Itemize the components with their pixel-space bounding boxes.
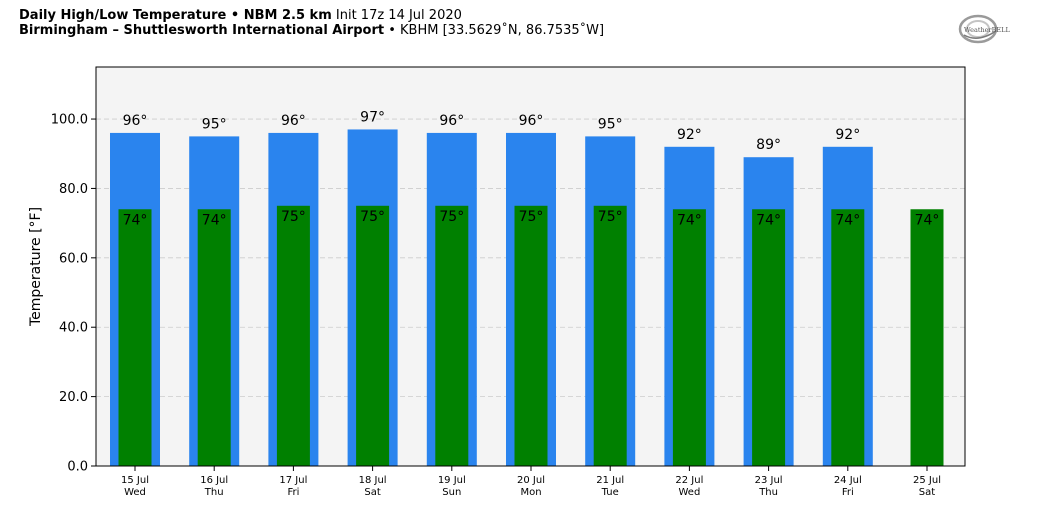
y-axis-label: Temperature [°F] [28,207,44,327]
high-temp-label: 96° [281,113,306,129]
low-temp-label: 75° [360,209,385,225]
y-tick-label: 40.0 [59,321,88,336]
x-tick-label-date: 23 Jul [755,475,783,486]
high-temp-label: 89° [756,137,781,153]
low-temp-bar [118,209,152,466]
x-tick-label-weekday: Tue [601,487,619,498]
chart-title: Daily High/Low Temperature • NBM 2.5 km … [19,8,604,38]
x-tick-label-weekday: Wed [124,487,146,498]
high-temp-label: 92° [677,127,702,143]
low-temp-label: 74° [202,212,227,228]
x-tick-label-date: 24 Jul [834,475,862,486]
low-temp-bar [752,209,786,466]
x-tick-label-weekday: Fri [287,487,299,498]
low-temp-label: 74° [756,212,781,228]
high-temp-label: 97° [360,109,385,125]
x-tick-label-date: 17 Jul [279,475,307,486]
title-station-name: Birmingham – Shuttlesworth International… [19,23,385,38]
low-temp-bar [831,209,865,466]
y-tick-label: 80.0 [59,182,88,197]
bars [110,129,944,467]
low-temp-bar [276,205,310,467]
y-tick-label: 100.0 [51,113,88,128]
high-temp-label: 95° [202,116,227,132]
low-temp-bar [197,209,231,466]
low-temp-bar [514,205,548,467]
y-tick-label: 0.0 [67,460,88,475]
title-init-time: Init 17z 14 Jul 2020 [335,8,462,23]
title-product: Daily High/Low Temperature • NBM 2.5 km [19,8,332,23]
low-temp-bar [356,205,390,467]
low-temp-label: 75° [519,209,544,225]
low-temp-label: 75° [281,209,306,225]
high-temp-label: 95° [598,116,623,132]
x-tick-label-date: 20 Jul [517,475,545,486]
low-temp-label: 75° [439,209,464,225]
low-temp-label: 74° [915,212,940,228]
x-tick-label-date: 19 Jul [438,475,466,486]
title-line-2: Birmingham – Shuttlesworth International… [19,23,604,38]
x-tick-label-date: 16 Jul [200,475,228,486]
data-labels: 96° 74° 95° 74° 96° 75° 97° 75° 96° 75° 96° 75° 95° 7… [123,109,940,228]
x-tick-label-date: 18 Jul [359,475,387,486]
high-temp-label: 96° [439,113,464,129]
x-tick-label-weekday: Mon [520,487,541,498]
low-temp-label: 74° [835,212,860,228]
logo-text: WeatherBELL [964,26,1010,34]
x-tick-label-weekday: Sun [442,487,461,498]
low-temp-label: 74° [677,212,702,228]
x-tick-label-weekday: Sat [364,487,380,498]
y-tick-label: 60.0 [59,251,88,266]
title-line-1: Daily High/Low Temperature • NBM 2.5 km … [19,8,604,23]
x-tick-label-weekday: Fri [842,487,854,498]
low-temp-label: 74° [123,212,148,228]
x-tick-label-weekday: Wed [678,487,700,498]
x-tick-label-date: 22 Jul [675,475,703,486]
x-tick-label-date: 21 Jul [596,475,624,486]
title-station-coords: • KBHM [33.5629˚N, 86.7535˚W] [388,23,605,38]
low-temp-label: 75° [598,209,623,225]
x-tick-label-date: 25 Jul [913,475,941,486]
low-temp-bar [435,205,469,467]
x-tick-label-date: 15 Jul [121,475,149,486]
y-axis: 0.0 20.0 40.0 60.0 80.0 100.0 [51,113,96,475]
weatherbell-logo-icon: WeatherBELL [958,14,1010,44]
low-temp-bar [910,209,944,466]
x-tick-label-weekday: Thu [204,487,224,498]
high-temp-label: 96° [123,113,148,129]
low-temp-bar [672,209,706,466]
y-tick-label: 20.0 [59,390,88,405]
x-tick-label-weekday: Thu [758,487,778,498]
x-tick-label-weekday: Sat [919,487,935,498]
high-temp-label: 96° [519,113,544,129]
low-temp-bar [593,205,627,467]
high-temp-label: 92° [835,127,860,143]
